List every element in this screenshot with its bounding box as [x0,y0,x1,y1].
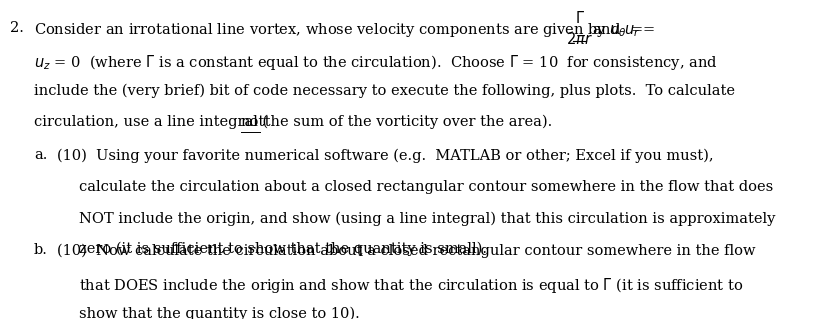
Text: 2.: 2. [10,21,24,35]
Text: calculate the circulation about a closed rectangular contour somewhere in the fl: calculate the circulation about a closed… [79,181,773,194]
Text: zero (it is sufficient to show that the quantity is small).: zero (it is sufficient to show that the … [79,242,487,256]
Text: (10)  Now calculate the circulation about a closed rectangular contour somewhere: (10) Now calculate the circulation about… [57,243,756,258]
Text: that DOES include the origin and show that the circulation is equal to $\Gamma$ : that DOES include the origin and show th… [79,276,743,294]
Text: b.: b. [33,243,47,257]
Text: not: not [241,115,265,129]
Text: Consider an irrotational line vortex, whose velocity components are given by $u_: Consider an irrotational line vortex, wh… [33,21,643,39]
Text: a.: a. [33,148,47,162]
Text: include the (very brief) bit of code necessary to execute the following, plus pl: include the (very brief) bit of code nec… [33,84,735,98]
Text: the sum of the vorticity over the area).: the sum of the vorticity over the area). [260,115,552,129]
Text: $u_z$ = 0  (where $\Gamma$ is a constant equal to the circulation).  Choose $\Ga: $u_z$ = 0 (where $\Gamma$ is a constant … [33,53,717,72]
Text: and $u_r$ =: and $u_r$ = [592,21,655,39]
Text: circulation, use a line integral (: circulation, use a line integral ( [33,115,268,129]
Text: $2\pi r$: $2\pi r$ [566,31,593,47]
Text: (10)  Using your favorite numerical software (e.g.  MATLAB or other; Excel if yo: (10) Using your favorite numerical softw… [57,148,713,163]
Text: NOT include the origin, and show (using a line integral) that this circulation i: NOT include the origin, and show (using … [79,211,775,226]
Text: $\Gamma$: $\Gamma$ [575,10,584,26]
Text: show that the quantity is close to 10).: show that the quantity is close to 10). [79,306,359,319]
